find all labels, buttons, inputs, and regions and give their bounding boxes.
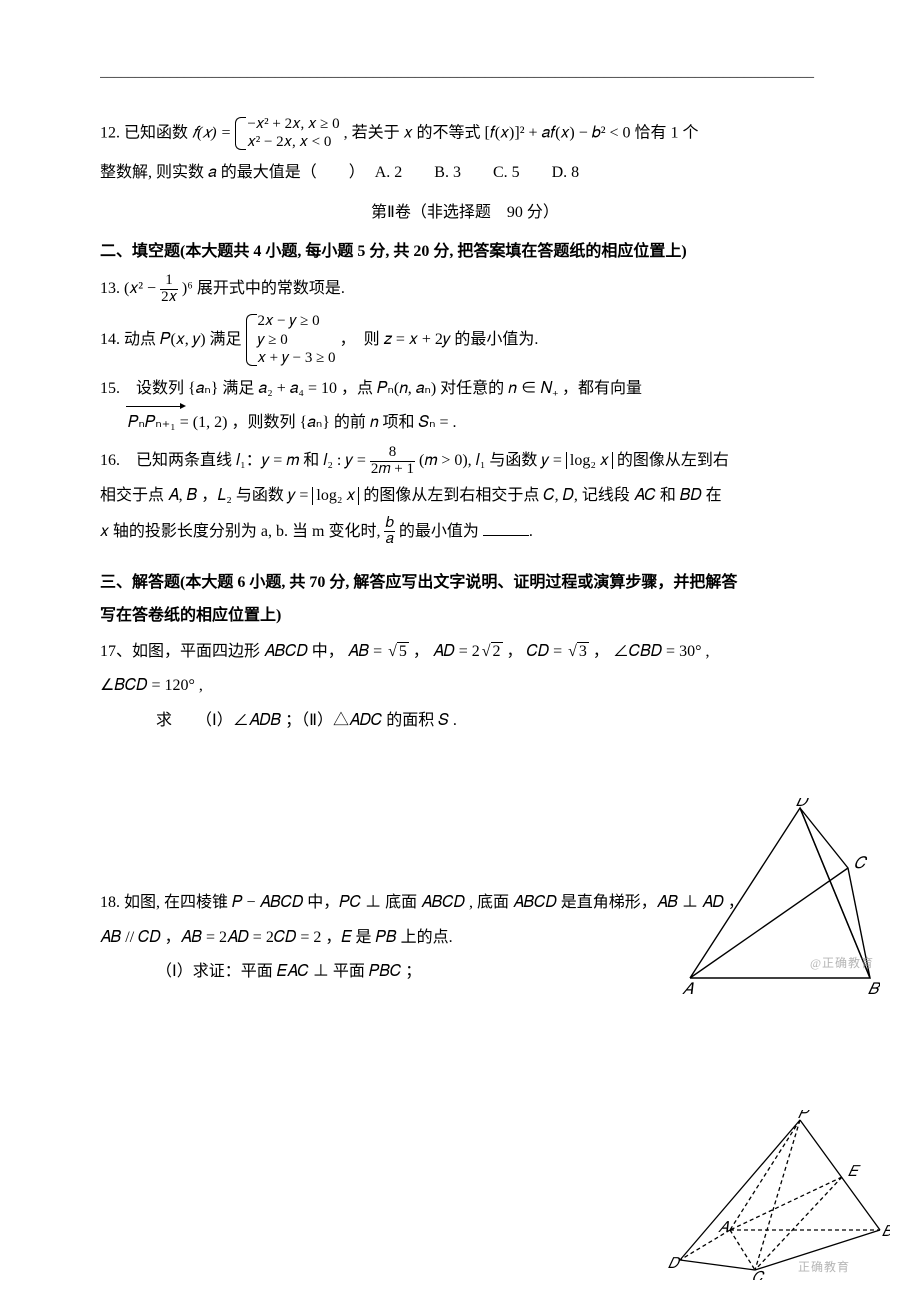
q16-blank[interactable] bbox=[483, 520, 529, 535]
q12-fn: 𝑓(𝑥) = bbox=[192, 124, 231, 141]
q17-cd: 𝐶𝐷 = bbox=[527, 643, 567, 660]
fig18-label-B: 𝐵 bbox=[882, 1224, 890, 1240]
question-16: 16. 已知两条直线 𝑙₁：𝑦 = 𝑚 和 𝑙₂ : 𝑦 = 8 2𝑚 + 1 … bbox=[100, 445, 830, 548]
fig17-label-C: 𝐶 bbox=[854, 855, 868, 872]
q12-choice-c[interactable]: C. 5 bbox=[493, 158, 520, 188]
q16-frac2-num: 𝑏 bbox=[384, 516, 394, 532]
answer-header-2: 写在答卷纸的相应位置上) bbox=[100, 601, 830, 631]
fig18-label-D: 𝐷 bbox=[668, 1256, 681, 1272]
fig17-label-A: 𝐴 bbox=[682, 981, 694, 998]
q16-frac1-den: 2𝑚 + 1 bbox=[370, 461, 415, 478]
q17-ad-v: 2 bbox=[491, 642, 503, 660]
q16-frac2-den: 𝑎 bbox=[384, 531, 394, 548]
fig18-label-P: 𝑃 bbox=[798, 1110, 811, 1122]
answer-header-1: 三、解答题(本大题 6 小题, 共 70 分, 解答应写出文字说明、证明过程或演… bbox=[100, 568, 830, 598]
q16-frac1: 8 2𝑚 + 1 bbox=[370, 445, 415, 478]
q13-frac-den: 2𝑥 bbox=[160, 289, 178, 306]
q17-ang2: ∠𝐵𝐶𝐷 = 120° , bbox=[100, 671, 830, 701]
q13-frac-num: 1 bbox=[160, 273, 178, 289]
fig17-label-B: 𝐵 bbox=[868, 981, 880, 998]
figure-18: 𝑃 𝐸 𝐴 𝐵 𝐶 𝐷 bbox=[660, 1110, 890, 1280]
q16-frac1-num: 8 bbox=[370, 445, 415, 461]
question-14: 14. 动点 𝑃(𝑥, 𝑦) 满足 2𝑥 − 𝑦 ≥ 0 𝑦 ≥ 0 𝑥 + 𝑦… bbox=[100, 312, 830, 368]
q14-a: 14. 动点 𝑃(𝑥, 𝑦) 满足 bbox=[100, 331, 246, 348]
q13-fraction: 1 2𝑥 bbox=[160, 273, 178, 306]
fig17-watermark: @正确教育 bbox=[810, 952, 874, 975]
section-2-title: 第Ⅱ卷（非选择题 90 分） bbox=[100, 198, 830, 228]
fig18-watermark: 正确教育 bbox=[798, 1256, 850, 1279]
question-12: 12. 已知函数 𝑓(𝑥) = −𝑥² + 2𝑥, 𝑥 ≥ 0 𝑥² − 2𝑥,… bbox=[100, 115, 830, 153]
q12-piece-1: −𝑥² + 2𝑥, 𝑥 ≥ 0 bbox=[247, 115, 339, 134]
fig18-label-C: 𝐶 bbox=[752, 1270, 765, 1280]
q17-ang1: ∠𝐶𝐵𝐷 = 30° bbox=[613, 643, 702, 660]
q17-cd-v: 3 bbox=[577, 642, 589, 660]
question-13: 13. (𝑥² − 1 2𝑥 )⁶ 展开式中的常数项是. bbox=[100, 273, 830, 306]
q15-b2: = (1, 2) ，则数列 {𝑎ₙ} 的前 𝑛 项和 𝑆ₙ = . bbox=[180, 414, 457, 431]
q15-vector: 𝑃ₙ𝑃ₙ₊₁ bbox=[128, 408, 176, 438]
q12-stem-a: 12. 已知函数 bbox=[100, 124, 192, 141]
q15-line2: 𝑃ₙ𝑃ₙ₊₁ = (1, 2) ，则数列 {𝑎ₙ} 的前 𝑛 项和 𝑆ₙ = . bbox=[100, 408, 830, 438]
q16-g: 的最小值为 bbox=[399, 523, 479, 540]
question-12-line2: 整数解, 则实数 𝑎 的最大值是（ ） A. 2 B. 3 C. 5 D. 8 bbox=[100, 158, 830, 188]
q12-choice-a[interactable]: A. 2 bbox=[375, 158, 403, 188]
q12-piecewise: −𝑥² + 2𝑥, 𝑥 ≥ 0 𝑥² − 2𝑥, 𝑥 < 0 bbox=[235, 115, 339, 153]
q16-e: 的图像从左到右相交于点 𝐶, 𝐷, 记线段 𝐴𝐶 和 𝐵𝐷 在 bbox=[363, 487, 721, 504]
q14-r3: 𝑥 + 𝑦 − 3 ≥ 0 bbox=[258, 349, 336, 368]
q17-ask: 求 （Ⅰ）∠𝐴𝐷𝐵 ；（Ⅱ）△𝐴𝐷𝐶 的面积 𝑆 . bbox=[100, 706, 830, 736]
fig18-label-E: 𝐸 bbox=[848, 1164, 861, 1180]
q14-r1: 2𝑥 − 𝑦 ≥ 0 bbox=[258, 312, 336, 331]
q16-f: 𝑥 轴的投影长度分别为 a, b. 当 m 变化时, bbox=[100, 523, 384, 540]
fill-blank-header: 二、填空题(本大题共 4 小题, 每小题 5 分, 共 20 分, 把答案填在答… bbox=[100, 237, 830, 267]
q13-expr-right: )⁶ 展开式中的常数项是. bbox=[182, 280, 345, 297]
q14-b: ， 则 𝑧 = 𝑥 + 2𝑦 的最小值为. bbox=[340, 331, 539, 348]
q16-abs2: log₂ 𝑥 bbox=[312, 487, 359, 505]
q12-stem-b: , 若关于 𝑥 的不等式 [𝑓(𝑥)]² + 𝑎𝑓(𝑥) − 𝑏² < 0 恰有… bbox=[344, 124, 699, 141]
question-17: 17、如图，平面四边形 𝐴𝐵𝐶𝐷 中， 𝐴𝐵 = √5 ， 𝐴𝐷 = 2√2 ，… bbox=[100, 637, 830, 736]
fig17-label-D: 𝐷 bbox=[796, 798, 810, 810]
q16-abs1: log₂ 𝑥 bbox=[566, 452, 613, 470]
q16-d: 相交于点 𝐴, 𝐵 ，𝐿₂ 与函数 𝑦 = bbox=[100, 487, 312, 504]
page: ________________________________________… bbox=[0, 0, 920, 1302]
q14-system: 2𝑥 − 𝑦 ≥ 0 𝑦 ≥ 0 𝑥 + 𝑦 − 3 ≥ 0 bbox=[246, 312, 336, 368]
q16-a: 16. 已知两条直线 𝑙₁：𝑦 = 𝑚 和 𝑙₂ : 𝑦 = bbox=[100, 452, 370, 469]
q16-c: 的图像从左到右 bbox=[617, 452, 729, 469]
q13-expr-left: (𝑥² − bbox=[124, 280, 160, 297]
q15-line1: 15. 设数列 {𝑎ₙ} 满足 𝑎₂ + 𝑎₄ = 10 ，点 𝑃ₙ(𝑛, 𝑎ₙ… bbox=[100, 374, 830, 404]
q14-r2: 𝑦 ≥ 0 bbox=[258, 331, 336, 350]
q17-ad: 𝐴𝐷 = 2 bbox=[433, 643, 480, 660]
question-15: 15. 设数列 {𝑎ₙ} 满足 𝑎₂ + 𝑎₄ = 10 ，点 𝑃ₙ(𝑛, 𝑎ₙ… bbox=[100, 374, 830, 439]
q16-frac2: 𝑏 𝑎 bbox=[384, 516, 394, 549]
q17-a: 17、如图，平面四边形 𝐴𝐵𝐶𝐷 中， bbox=[100, 643, 344, 660]
q12-stem-c: 整数解, 则实数 𝑎 的最大值是（ ） bbox=[100, 164, 365, 181]
q17-ab: 𝐴𝐵 = bbox=[348, 643, 386, 660]
q16-b: (𝑚 > 0), 𝑙₁ 与函数 𝑦 = bbox=[419, 452, 566, 469]
top-rule: ________________________________________… bbox=[100, 60, 830, 87]
q12-choice-b[interactable]: B. 3 bbox=[434, 158, 461, 188]
q13-label: 13. bbox=[100, 280, 124, 297]
q17-ab-v: 5 bbox=[397, 642, 409, 660]
fig18-label-A: 𝐴 bbox=[718, 1220, 729, 1236]
q12-choice-d[interactable]: D. 8 bbox=[552, 158, 580, 188]
q12-piece-2: 𝑥² − 2𝑥, 𝑥 < 0 bbox=[247, 133, 339, 152]
